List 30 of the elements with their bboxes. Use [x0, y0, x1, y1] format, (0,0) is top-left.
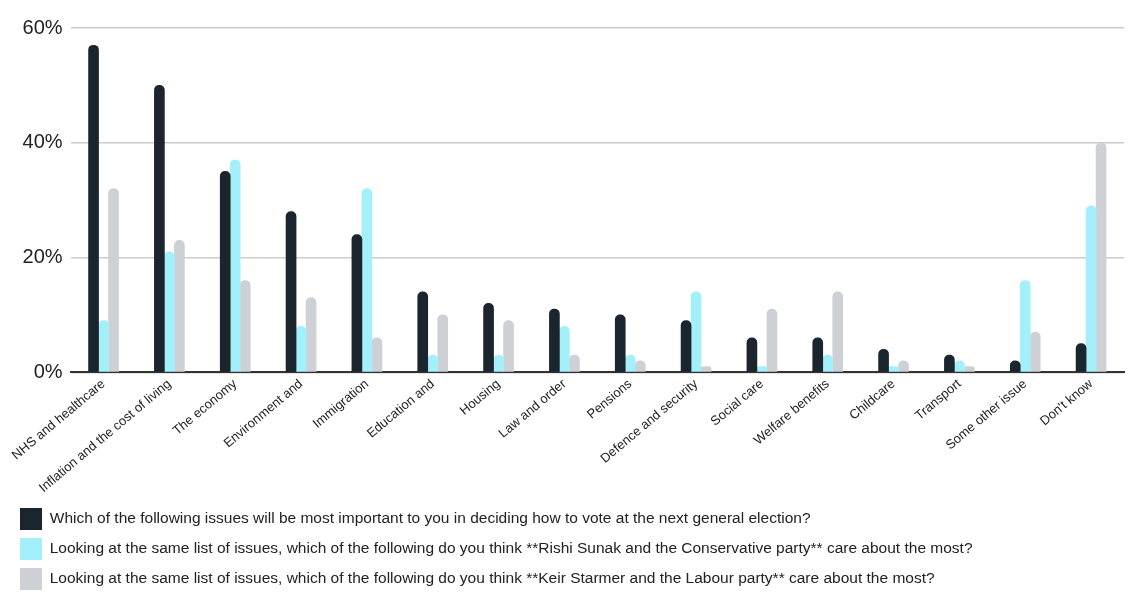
- bar: [154, 85, 165, 372]
- bar: [746, 337, 758, 372]
- bar: [878, 349, 889, 372]
- bar: [614, 314, 626, 372]
- y-tick-label: 0%: [33, 359, 63, 382]
- legend-label: Looking at the same list of issues, which of the following do you think **Rishi Sunak and the Conservative party** care about the most?: [49, 539, 973, 557]
- bar: [483, 303, 494, 372]
- bar: [1019, 280, 1031, 372]
- bar: [295, 326, 307, 372]
- bar: [812, 337, 824, 372]
- bar: [1075, 343, 1087, 372]
- bar: [285, 211, 297, 372]
- bar: [98, 320, 109, 372]
- bar: [164, 251, 175, 372]
- y-tick-label: 20%: [22, 245, 63, 268]
- legend-label: Which of the following issues will be most important to you in deciding how to vote at the next general election?: [49, 509, 811, 527]
- bar: [680, 320, 692, 372]
- bar: [219, 171, 231, 372]
- bar: [549, 308, 560, 372]
- bar: [559, 326, 570, 372]
- bar: [88, 44, 99, 372]
- bar: [1085, 205, 1097, 372]
- y-tick-label: 40%: [22, 130, 63, 153]
- bar: [690, 291, 702, 372]
- bar: [417, 291, 429, 372]
- bar: [229, 159, 241, 372]
- bar: [361, 188, 373, 372]
- legend-label: Looking at the same list of issues, which of the following do you think **Keir Starmer and the Labour party** care about the most?: [49, 569, 935, 587]
- bar: [351, 234, 363, 372]
- y-tick-label: 60%: [22, 15, 63, 38]
